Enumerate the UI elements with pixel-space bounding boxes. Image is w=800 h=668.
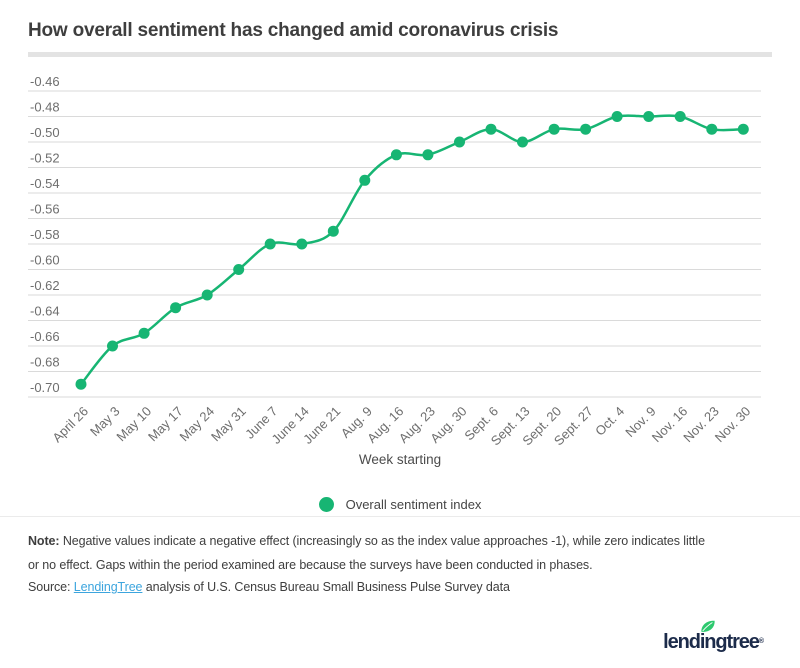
note-line-1-text: Negative values indicate a negative effe… <box>62 534 705 548</box>
data-point <box>611 111 623 122</box>
data-point <box>580 123 592 135</box>
logo-text: lendingtree <box>663 631 760 653</box>
note-line-1: Note: Negative values indicate a negativ… <box>28 529 788 553</box>
logo-wordmark: lendingtree® <box>663 620 764 656</box>
y-tick-label: -0.48 <box>30 100 60 115</box>
data-point <box>75 378 87 390</box>
lendingtree-link[interactable]: LendingTree <box>73 580 143 594</box>
data-point <box>201 289 213 301</box>
source-text: Source: LendingTree analysis of U.S. Cen… <box>28 580 510 594</box>
x-tick-label: May 31 <box>208 404 249 445</box>
x-tick-label: April 26 <box>49 404 91 446</box>
source-label: Source: <box>28 580 71 594</box>
y-tick-label: -0.58 <box>30 227 60 242</box>
title-divider <box>28 52 772 57</box>
data-point <box>548 123 560 135</box>
y-tick-label: -0.56 <box>30 202 60 217</box>
y-tick-label: -0.70 <box>30 380 60 395</box>
data-point <box>674 111 686 122</box>
y-tick-label: -0.64 <box>30 304 60 319</box>
data-point <box>737 123 749 135</box>
y-tick-label: -0.52 <box>30 151 60 166</box>
y-tick-label: -0.62 <box>30 278 60 293</box>
data-point <box>643 111 655 122</box>
y-tick-label: -0.46 <box>30 74 60 89</box>
data-point <box>107 340 118 352</box>
y-tick-label: -0.66 <box>30 329 60 344</box>
data-point <box>170 302 182 314</box>
legend-marker-icon <box>318 497 334 512</box>
legend-label: Overall sentiment index <box>345 497 482 512</box>
y-tick-label: -0.68 <box>30 355 60 370</box>
y-tick-label: -0.60 <box>30 253 60 268</box>
chart-title: How overall sentiment has changed amid c… <box>28 20 559 41</box>
series-line <box>80 114 744 386</box>
chart-legend: Overall sentiment index <box>0 497 800 512</box>
x-tick-label: Nov. 30 <box>712 404 754 446</box>
y-tick-label: -0.50 <box>30 125 60 140</box>
data-point <box>390 149 402 161</box>
data-point <box>422 149 434 161</box>
data-point <box>359 174 371 186</box>
data-point <box>706 123 718 135</box>
data-point <box>327 225 339 237</box>
data-point <box>264 238 276 250</box>
data-point <box>233 264 245 275</box>
source-rest: analysis of U.S. Census Bureau Small Bus… <box>142 580 510 594</box>
registered-mark: ® <box>758 638 764 645</box>
lendingtree-logo: lendingtree® <box>663 620 764 656</box>
note-line-2: or no effect. Gaps within the period exa… <box>28 558 593 572</box>
x-tick-label: Oct. 4 <box>592 404 627 439</box>
sentiment-line-chart: -0.46 -0.48 -0.50 -0.52 -0.54 -0.56 -0.58 -0.60… <box>28 74 761 448</box>
footer-divider <box>0 516 800 517</box>
leaf-icon <box>701 620 715 632</box>
data-point <box>517 136 528 148</box>
x-axis-title: Week starting <box>358 452 442 467</box>
note-label: Note: <box>28 534 60 548</box>
data-point <box>138 327 150 339</box>
data-point <box>296 238 308 250</box>
note-text: Note: Negative values indicate a negativ… <box>28 529 788 577</box>
data-point <box>454 136 465 148</box>
y-tick-label: -0.54 <box>30 176 60 191</box>
data-point <box>485 123 497 135</box>
